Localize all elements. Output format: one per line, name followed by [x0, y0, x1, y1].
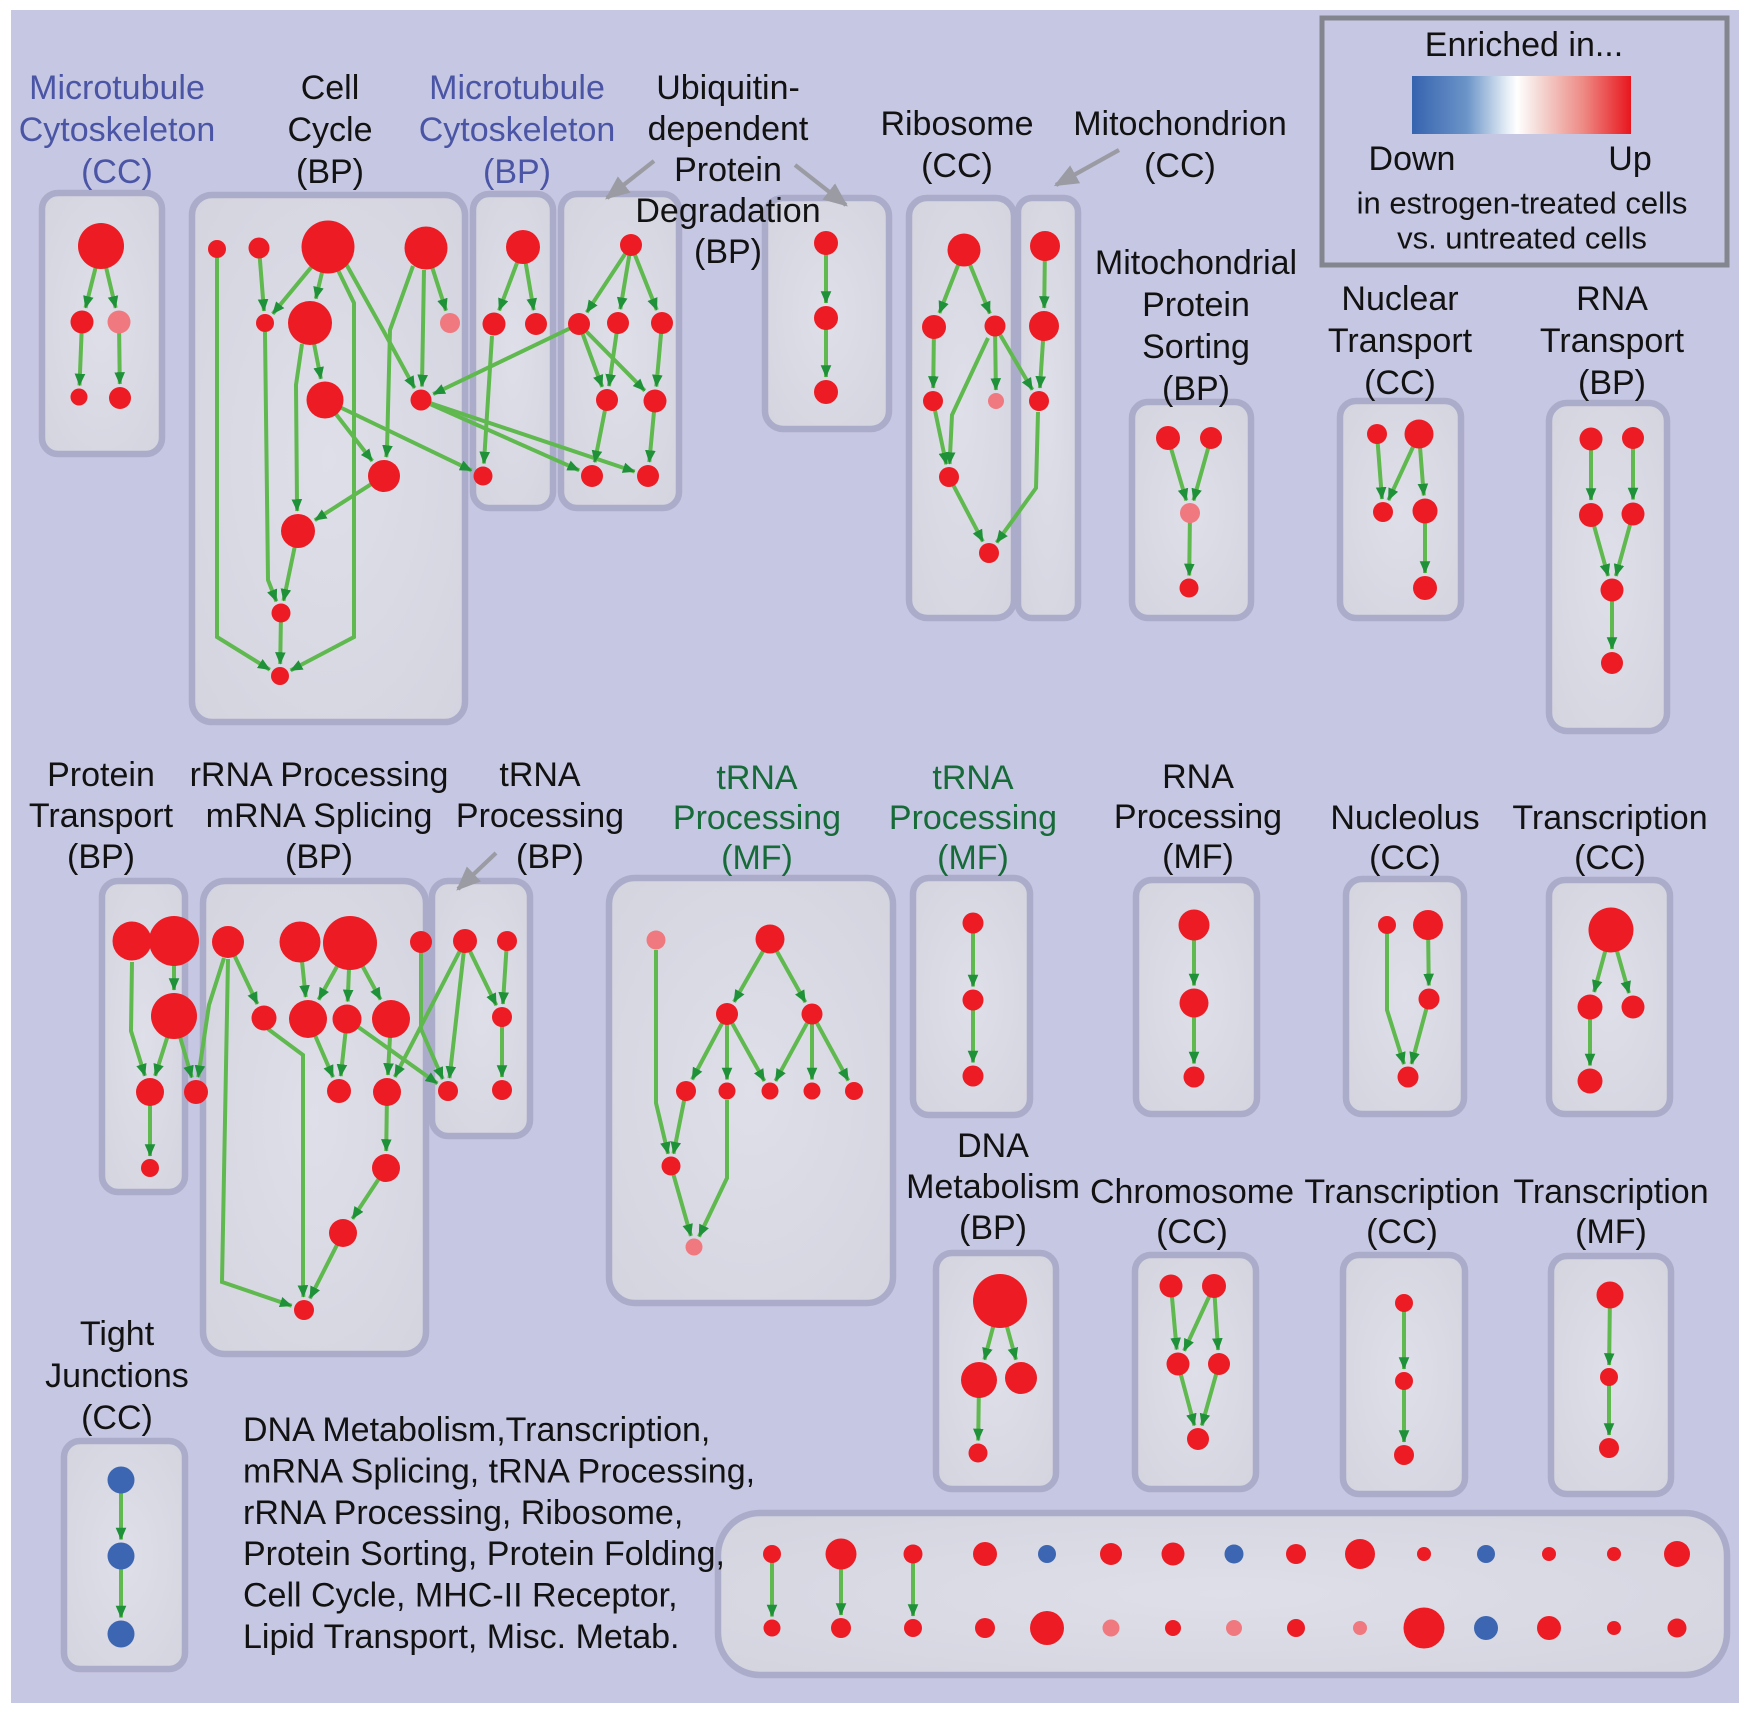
- svg-text:Cell Cycle, MHC-II Receptor,: Cell Cycle, MHC-II Receptor,: [243, 1577, 678, 1615]
- svg-text:tRNA: tRNA: [499, 756, 581, 794]
- svg-text:(CC): (CC): [1364, 364, 1436, 402]
- svg-text:Protein Sorting, Protein Foldi: Protein Sorting, Protein Folding,: [243, 1535, 725, 1573]
- svg-text:dependent: dependent: [648, 110, 809, 148]
- svg-text:(BP): (BP): [483, 153, 551, 191]
- svg-text:(CC): (CC): [1156, 1213, 1228, 1251]
- svg-text:Ribosome: Ribosome: [880, 105, 1033, 143]
- svg-text:Transcription: Transcription: [1512, 799, 1707, 837]
- svg-text:(CC): (CC): [1366, 1213, 1438, 1251]
- svg-text:Mitochondrion: Mitochondrion: [1073, 105, 1287, 143]
- svg-text:Chromosome: Chromosome: [1090, 1173, 1294, 1211]
- svg-text:rRNA Processing, Ribosome,: rRNA Processing, Ribosome,: [243, 1494, 683, 1532]
- svg-text:Cytoskeleton: Cytoskeleton: [19, 111, 216, 149]
- svg-text:Ubiquitin-: Ubiquitin-: [656, 69, 800, 107]
- svg-text:Microtubule: Microtubule: [29, 69, 205, 107]
- svg-text:(CC): (CC): [1369, 839, 1441, 877]
- svg-text:in estrogen-treated cells: in estrogen-treated cells: [1357, 186, 1688, 221]
- svg-text:Nucleolus: Nucleolus: [1330, 799, 1479, 837]
- svg-text:tRNA: tRNA: [932, 759, 1014, 797]
- svg-text:Cycle: Cycle: [287, 111, 372, 149]
- svg-text:(BP): (BP): [285, 838, 353, 876]
- svg-text:(MF): (MF): [1162, 838, 1234, 876]
- svg-text:(MF): (MF): [1575, 1213, 1647, 1251]
- svg-text:tRNA: tRNA: [716, 759, 798, 797]
- svg-text:(CC): (CC): [1574, 839, 1646, 877]
- svg-text:(MF): (MF): [721, 839, 793, 877]
- svg-text:Protein: Protein: [47, 756, 155, 794]
- svg-text:Protein: Protein: [1142, 286, 1250, 324]
- svg-text:Junctions: Junctions: [45, 1357, 189, 1395]
- svg-text:Degradation: Degradation: [635, 192, 820, 230]
- svg-text:(BP): (BP): [1578, 364, 1646, 402]
- svg-text:Transport: Transport: [29, 797, 174, 835]
- svg-text:(CC): (CC): [1144, 147, 1216, 185]
- svg-text:RNA: RNA: [1576, 280, 1648, 318]
- svg-text:DNA Metabolism,Transcription,: DNA Metabolism,Transcription,: [243, 1411, 710, 1449]
- svg-text:vs. untreated cells: vs. untreated cells: [1397, 221, 1647, 256]
- svg-text:(BP): (BP): [694, 233, 762, 271]
- svg-text:Tight: Tight: [80, 1315, 155, 1353]
- svg-text:Cell: Cell: [301, 69, 360, 107]
- svg-text:Processing: Processing: [1114, 798, 1282, 836]
- svg-text:(CC): (CC): [921, 147, 993, 185]
- svg-text:Transcription: Transcription: [1304, 1173, 1499, 1211]
- svg-text:mRNA Splicing: mRNA Splicing: [206, 797, 433, 835]
- svg-text:Metabolism: Metabolism: [906, 1168, 1080, 1206]
- svg-text:Lipid Transport, Misc. Metab.: Lipid Transport, Misc. Metab.: [243, 1618, 680, 1656]
- svg-text:Transport: Transport: [1540, 322, 1685, 360]
- svg-text:Nuclear: Nuclear: [1341, 280, 1458, 318]
- svg-text:Transport: Transport: [1328, 322, 1473, 360]
- svg-text:(BP): (BP): [1162, 370, 1230, 408]
- svg-text:Protein: Protein: [674, 151, 782, 189]
- svg-text:(BP): (BP): [516, 838, 584, 876]
- svg-text:Sorting: Sorting: [1142, 328, 1250, 366]
- svg-text:Mitochondrial: Mitochondrial: [1095, 244, 1297, 282]
- svg-text:Microtubule: Microtubule: [429, 69, 605, 107]
- svg-text:Processing: Processing: [456, 797, 624, 835]
- svg-text:DNA: DNA: [957, 1127, 1029, 1165]
- svg-text:RNA: RNA: [1162, 758, 1234, 796]
- svg-text:rRNA Processing: rRNA Processing: [190, 756, 449, 794]
- svg-text:Processing: Processing: [889, 799, 1057, 837]
- svg-text:Cytoskeleton: Cytoskeleton: [419, 111, 616, 149]
- svg-text:Processing: Processing: [673, 799, 841, 837]
- svg-text:(BP): (BP): [959, 1209, 1027, 1247]
- svg-text:(MF): (MF): [937, 839, 1009, 877]
- svg-text:(CC): (CC): [81, 1399, 153, 1437]
- svg-text:(BP): (BP): [67, 838, 135, 876]
- svg-text:Transcription: Transcription: [1513, 1173, 1708, 1211]
- svg-text:Enriched in...: Enriched in...: [1425, 26, 1623, 64]
- svg-text:Up: Up: [1608, 140, 1651, 178]
- svg-text:(CC): (CC): [81, 153, 153, 191]
- svg-text:Down: Down: [1369, 140, 1456, 178]
- svg-text:mRNA Splicing, tRNA Processing: mRNA Splicing, tRNA Processing,: [243, 1452, 755, 1490]
- svg-text:(BP): (BP): [296, 153, 364, 191]
